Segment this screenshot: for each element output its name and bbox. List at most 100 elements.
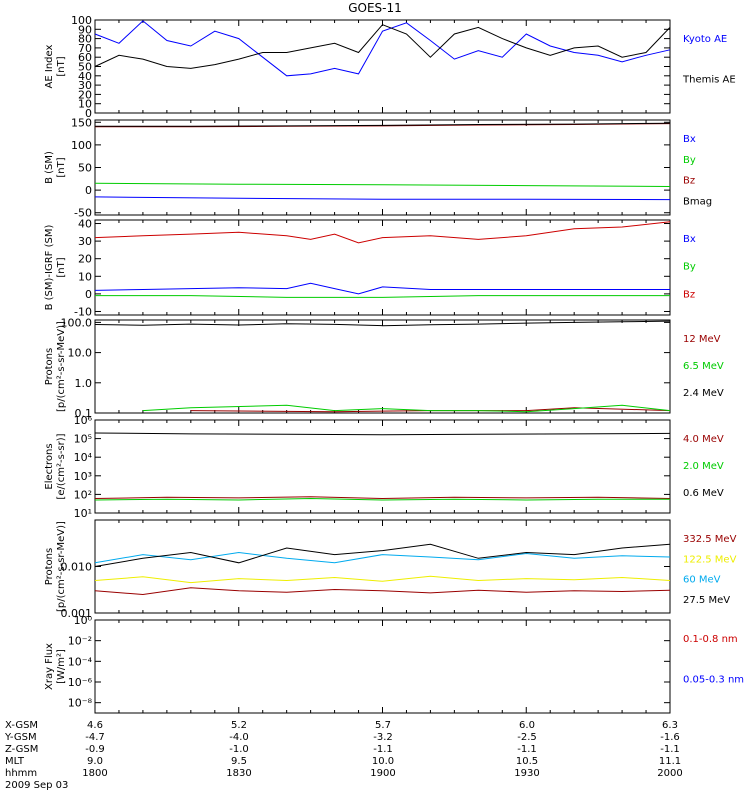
ephemeris-row-label: MLT	[5, 756, 25, 767]
series-line	[95, 295, 670, 298]
y-tick-label: 10⁻⁸	[68, 697, 93, 710]
chart-title: GOES-11	[348, 1, 402, 15]
legend-label: 27.5 MeV	[683, 595, 730, 606]
ephemeris-value: 1900	[370, 768, 395, 779]
ephemeris-value: 2000	[657, 768, 682, 779]
y-tick-label: 0.001	[61, 607, 93, 620]
series-line	[94, 182, 671, 187]
ephemeris-value: -1.1	[517, 744, 537, 755]
series-line	[94, 551, 671, 564]
panel-xray: 10⁻⁸ 10⁻⁶ 10⁻⁴ 10⁻² 10⁰ Xray Flux [W/m²] 0.1-0.…	[44, 614, 744, 714]
y-axis-label: [p/(cm²-s-sr-MeV)]	[56, 521, 67, 612]
y-tick-label: 10⁻⁴	[68, 655, 93, 668]
ephemeris-date: 2009 Sep 03	[5, 780, 68, 791]
y-axis-label: Protons	[44, 348, 55, 385]
y-tick-label: 50	[78, 61, 92, 74]
ephemeris-value: 5.7	[375, 720, 391, 731]
legend-label: By	[683, 262, 696, 273]
ephemeris-value: -1.6	[660, 732, 680, 743]
legend-label: Bx	[683, 234, 696, 245]
y-tick-label: 0	[85, 184, 92, 197]
legend-label: By	[683, 155, 696, 166]
ephemeris-value: -3.2	[373, 732, 393, 743]
series-line	[94, 282, 670, 295]
y-tick-label: 10²	[74, 488, 92, 501]
ephemeris-value: -0.9	[85, 744, 105, 755]
y-tick-label: 10⁰	[74, 614, 93, 627]
ephemeris-value: -1.1	[373, 744, 393, 755]
y-tick-label: 0	[85, 107, 92, 120]
y-tick-label: 50	[78, 162, 92, 175]
y-tick-label: -10	[74, 305, 92, 318]
ephemeris-value: -2.5	[517, 732, 537, 743]
y-tick-label: 10⁻²	[68, 635, 92, 648]
y-tick-label: 0.010	[61, 561, 93, 574]
ephemeris-value: 6.0	[519, 720, 535, 731]
y-tick-label: 10⁴	[74, 451, 93, 464]
ephemeris-value: 1800	[82, 768, 107, 779]
series-line	[94, 221, 671, 244]
panel-frame	[94, 119, 671, 216]
legend-label: Bx	[683, 134, 696, 145]
y-axis-label: AE Index	[44, 44, 55, 88]
series-line	[94, 20, 671, 77]
ephemeris-value: 11.1	[659, 756, 681, 767]
legend-label: 332.5 MeV	[683, 534, 737, 545]
series-line	[94, 543, 671, 567]
y-tick-label: 150	[71, 116, 92, 129]
y-tick-label: 100.0	[61, 316, 93, 329]
y-tick-label: -50	[74, 207, 92, 220]
legend-label: 60 MeV	[683, 575, 721, 586]
legend-label: Themis AE	[682, 75, 736, 86]
series-line	[94, 320, 671, 327]
panel-bgsm: -50 0 50 100 150 B (SM) [nT] Bx By Bz Bmag	[44, 116, 712, 219]
y-tick-label: 60	[78, 51, 92, 64]
ephemeris-row-label: X-GSM	[5, 720, 38, 731]
y-tick-label: 80	[78, 33, 92, 46]
y-tick-label: 70	[78, 42, 92, 55]
legend-label: 4.0 MeV	[683, 434, 724, 445]
ephemeris-value: 6.3	[662, 720, 678, 731]
series-line	[94, 196, 671, 201]
y-axis-label: [nT]	[56, 257, 67, 277]
y-axis-label: Protons	[44, 548, 55, 585]
y-axis-label: [e/(cm²-s-sr)]	[56, 433, 67, 499]
y-tick-label: 40	[78, 70, 92, 83]
ephemeris-row-label: hhmm	[5, 768, 37, 779]
y-tick-label: 40	[78, 218, 92, 231]
y-tick-label: 10⁶	[74, 414, 93, 427]
y-tick-label: 0	[85, 288, 92, 301]
ephemeris-row-label: Z-GSM	[5, 744, 38, 755]
panel-protons_high: 0.001 0.010 Protons [p/(cm²-s-sr-MeV)] 332.5…	[44, 519, 737, 620]
series-line	[94, 432, 671, 436]
y-tick-label: 100	[71, 14, 92, 27]
legend-label: Kyoto AE	[683, 34, 727, 45]
series-line	[142, 404, 671, 413]
y-tick-label: 90	[78, 23, 92, 36]
y-tick-label: 1.0	[75, 377, 93, 390]
y-axis-label: B (SM)	[44, 151, 55, 184]
legend-label: Bmag	[683, 196, 712, 207]
y-tick-label: 0.1	[75, 407, 93, 420]
series-line	[94, 496, 671, 500]
y-axis-label: Electrons	[44, 443, 55, 489]
ephemeris-value: 1930	[514, 768, 539, 779]
legend-label: 2.0 MeV	[683, 461, 724, 472]
panel-electrons: 10¹ 10² 10³ 10⁴ 10⁵ 10⁶ Electrons [e/(cm²-s-sr)…	[44, 414, 724, 520]
series-line	[94, 587, 671, 596]
y-tick-label: 10⁻⁶	[68, 676, 93, 689]
series-line	[95, 122, 671, 127]
panel-frame	[94, 19, 671, 114]
ephemeris-value: 4.6	[87, 720, 103, 731]
y-tick-label: 20	[78, 253, 92, 266]
legend-label: 2.4 MeV	[683, 388, 724, 399]
y-tick-label: 30	[78, 235, 92, 248]
y-tick-label: 10¹	[74, 507, 92, 520]
y-axis-label: [nT]	[56, 157, 67, 177]
ephemeris-value: 5.2	[231, 720, 247, 731]
legend-label: Bz	[683, 176, 695, 187]
series-line	[94, 24, 671, 69]
